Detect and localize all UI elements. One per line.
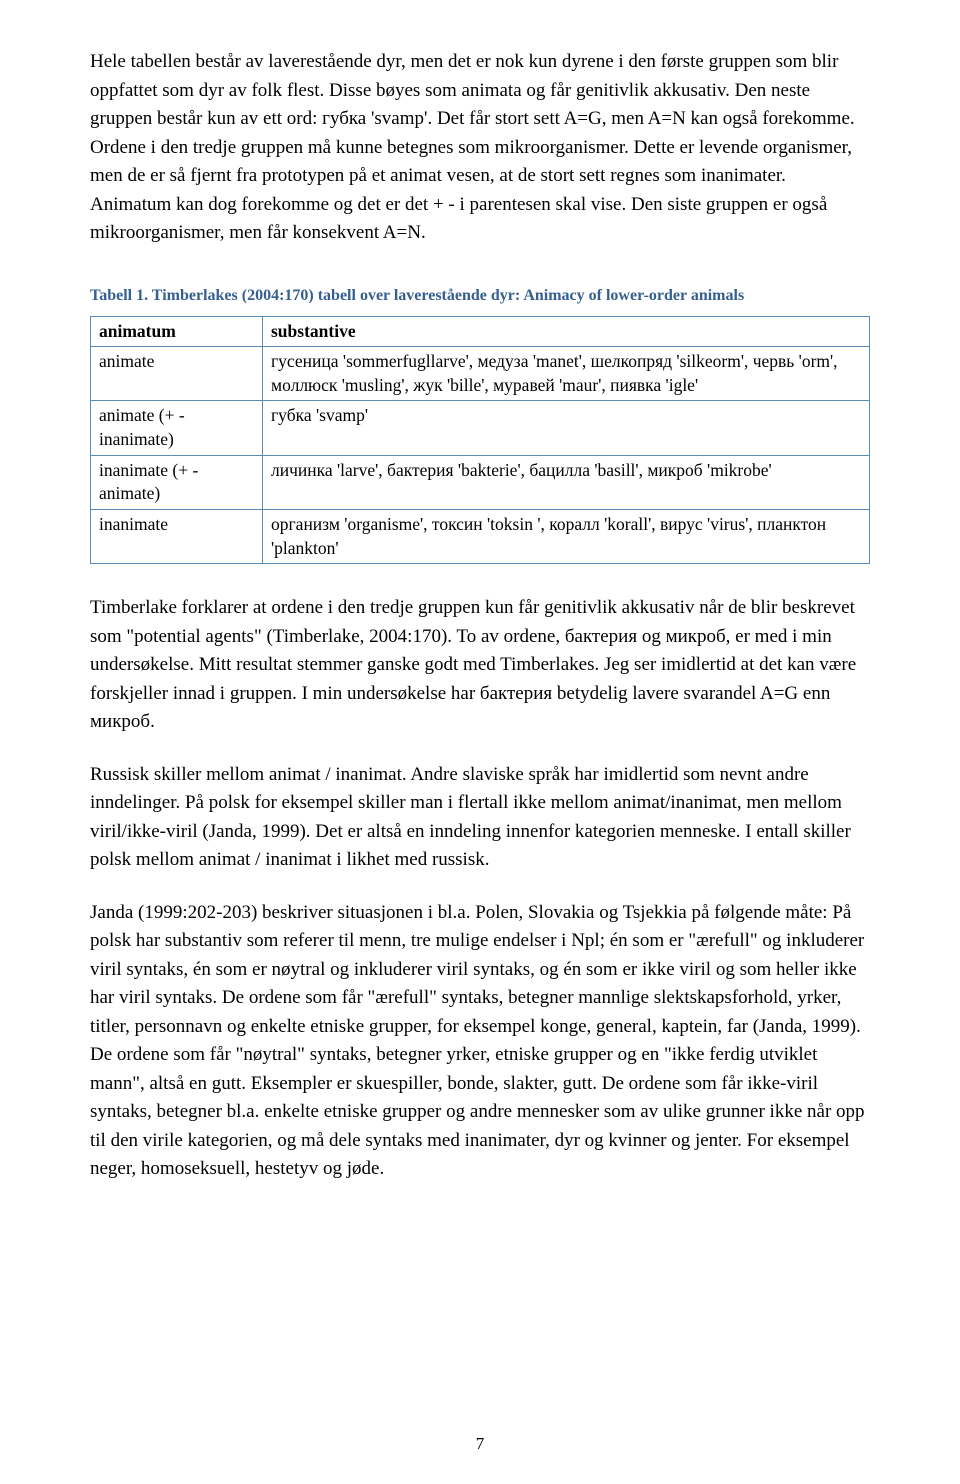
paragraph-4: Janda (1999:202-203) beskriver situasjon… bbox=[90, 899, 870, 1184]
table-cell-category: animate bbox=[91, 347, 263, 401]
table-caption: Tabell 1. Timberlakes (2004:170) tabell … bbox=[90, 284, 870, 308]
header-cell-animatum: animatum bbox=[91, 316, 263, 347]
page-number: 7 bbox=[0, 1434, 960, 1454]
table-cell-category: inanimate (+ - animate) bbox=[91, 455, 263, 509]
table-cell-words: личинка 'larve', бактерия 'bakterie', ба… bbox=[263, 455, 870, 509]
paragraph-1: Hele tabellen består av laverestående dy… bbox=[90, 48, 870, 248]
table-cell-category: inanimate bbox=[91, 509, 263, 563]
animacy-table: animatum substantive animate гусеница 's… bbox=[90, 316, 870, 565]
paragraph-2: Timberlake forklarer at ordene i den tre… bbox=[90, 594, 870, 737]
table-row: inanimate организм 'organisme', токсин '… bbox=[91, 509, 870, 563]
table-header-row: animatum substantive bbox=[91, 316, 870, 347]
table-row: inanimate (+ - animate) личинка 'larve',… bbox=[91, 455, 870, 509]
table-cell-words: губка 'svamp' bbox=[263, 401, 870, 455]
page: Hele tabellen består av laverestående dy… bbox=[0, 0, 960, 1484]
paragraph-3: Russisk skiller mellom animat / inanimat… bbox=[90, 761, 870, 875]
table-row: animate (+ - inanimate) губка 'svamp' bbox=[91, 401, 870, 455]
table-row: animate гусеница 'sommerfugllarve', меду… bbox=[91, 347, 870, 401]
table-cell-words: организм 'organisme', токсин 'toksin ', … bbox=[263, 509, 870, 563]
table-cell-words: гусеница 'sommerfugllarve', медуза 'mane… bbox=[263, 347, 870, 401]
table-cell-category: animate (+ - inanimate) bbox=[91, 401, 263, 455]
header-cell-substantive: substantive bbox=[263, 316, 870, 347]
